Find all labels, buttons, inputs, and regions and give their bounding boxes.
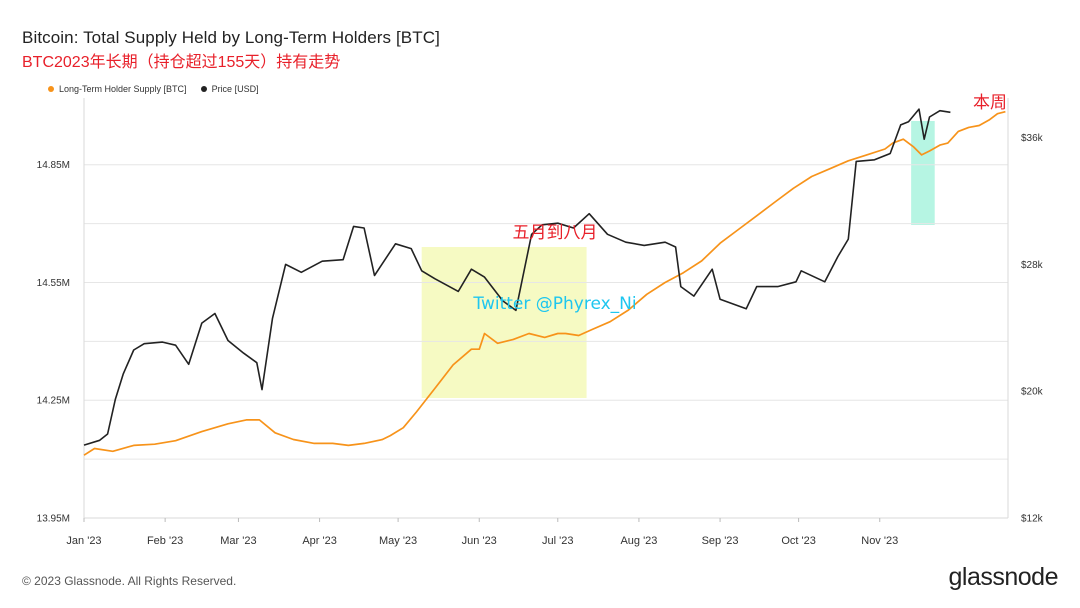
highlight-box-1 <box>421 247 587 398</box>
series-price-line <box>83 108 951 446</box>
annotation-layer: 五月到八月 本周 Twitter @Phyrex_Ni <box>472 93 1007 314</box>
glassnode-logo: glassnode <box>948 563 1059 591</box>
legend-item-lth-supply[interactable]: Long-Term Holder Supply [BTC] <box>48 84 187 94</box>
annotation-this-week: 本周 <box>973 93 1007 113</box>
series-lth-supply-line <box>83 110 1006 456</box>
right-tick-label: $36k <box>1021 133 1044 144</box>
x-tick-label: Apr '23 <box>302 535 337 547</box>
highlight-box-2 <box>911 121 935 225</box>
legend-label-lth-supply: Long-Term Holder Supply [BTC] <box>59 84 187 94</box>
left-tick-label: 14.55M <box>37 278 70 289</box>
highlight-layer <box>421 121 935 398</box>
series-layer <box>83 108 1006 456</box>
legend: Long-Term Holder Supply [BTC] Price [USD… <box>48 84 259 94</box>
annotation-may-aug: 五月到八月 <box>513 223 598 243</box>
watermark-twitter: Twitter @Phyrex_Ni <box>472 294 636 314</box>
right-tick-label: $20k <box>1021 387 1044 398</box>
x-tick-label: Jul '23 <box>542 535 573 547</box>
x-tick-label: Aug '23 <box>620 535 657 547</box>
copyright: © 2023 Glassnode. All Rights Reserved. <box>22 574 237 588</box>
gridlines <box>84 164 1008 519</box>
x-tick-label: Oct '23 <box>781 535 816 547</box>
left-tick-label: 14.85M <box>37 160 70 171</box>
chart-title: Bitcoin: Total Supply Held by Long-Term … <box>22 28 440 47</box>
right-tick-label: $28k <box>1021 260 1044 271</box>
chart-subtitle: BTC2023年长期（持仓超过155天）持有走势 <box>22 54 341 71</box>
legend-swatch-price <box>200 86 207 92</box>
legend-swatch-lth-supply <box>48 86 54 92</box>
right-tick-label: $12k <box>1021 514 1044 525</box>
legend-item-price[interactable]: Price [USD] <box>200 84 259 94</box>
legend-label-price: Price [USD] <box>211 84 259 94</box>
left-tick-label: 14.25M <box>37 396 70 407</box>
x-tick-label: Sep '23 <box>702 535 739 547</box>
x-tick-label: Mar '23 <box>220 535 256 547</box>
axes: 13.95M 14.25M 14.55M 14.85M $12k $20k $28k $36k… <box>37 98 1044 547</box>
left-tick-label: 13.95M <box>37 514 70 525</box>
x-tick-label: Jun '23 <box>462 535 497 547</box>
x-tick-label: Nov '23 <box>861 535 898 547</box>
x-tick-label: Feb '23 <box>147 535 183 547</box>
x-tick-label: May '23 <box>379 535 417 547</box>
x-tick-label: Jan '23 <box>66 535 101 547</box>
